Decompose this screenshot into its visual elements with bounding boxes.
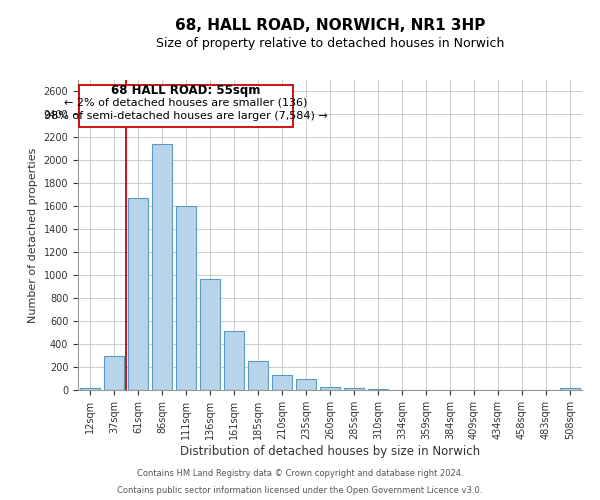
Bar	[152, 144, 172, 390]
Text: 68 HALL ROAD: 55sqm: 68 HALL ROAD: 55sqm	[112, 84, 260, 98]
Text: Contains public sector information licensed under the Open Government Licence v3: Contains public sector information licen…	[118, 486, 482, 495]
Bar	[344, 388, 364, 390]
Bar	[272, 375, 292, 390]
Bar	[296, 378, 316, 390]
X-axis label: Distribution of detached houses by size in Norwich: Distribution of detached houses by size …	[180, 444, 480, 458]
Text: Size of property relative to detached houses in Norwich: Size of property relative to detached ho…	[156, 38, 504, 51]
Bar	[128, 198, 148, 390]
Bar	[200, 278, 220, 390]
Text: ← 2% of detached houses are smaller (136): ← 2% of detached houses are smaller (136…	[64, 98, 308, 108]
Text: Contains HM Land Registry data © Crown copyright and database right 2024.: Contains HM Land Registry data © Crown c…	[137, 468, 463, 477]
Bar	[176, 206, 196, 390]
Bar	[104, 356, 124, 390]
Bar	[320, 386, 340, 390]
Text: 68, HALL ROAD, NORWICH, NR1 3HP: 68, HALL ROAD, NORWICH, NR1 3HP	[175, 18, 485, 32]
FancyBboxPatch shape	[79, 84, 293, 126]
Bar	[560, 388, 580, 390]
Bar	[224, 332, 244, 390]
Bar	[248, 360, 268, 390]
Y-axis label: Number of detached properties: Number of detached properties	[28, 148, 38, 322]
Bar	[80, 388, 100, 390]
Text: 98% of semi-detached houses are larger (7,584) →: 98% of semi-detached houses are larger (…	[44, 110, 328, 120]
